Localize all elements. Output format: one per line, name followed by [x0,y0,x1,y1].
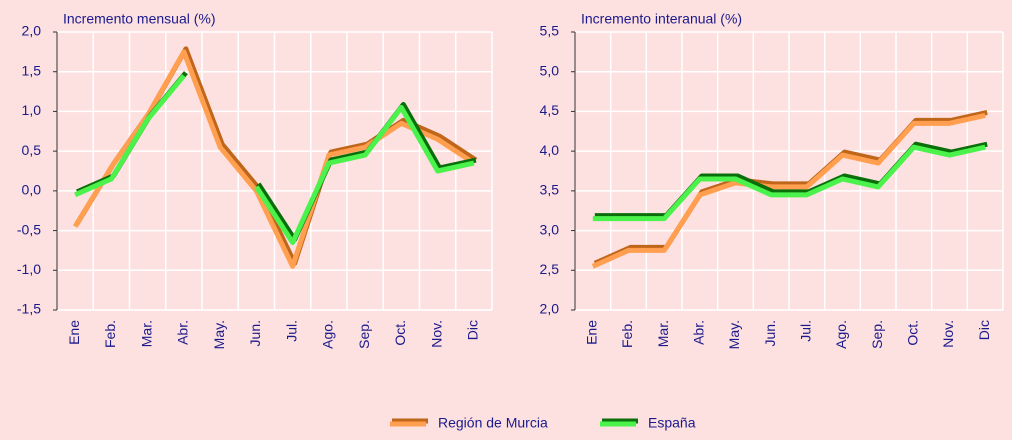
x-tick-label: Jun. [762,320,778,346]
y-tick-label: 1,0 [22,102,42,118]
y-tick-label: 0,0 [22,182,42,198]
x-tick-label: Feb. [102,320,118,348]
y-tick-label: 5,5 [540,23,560,39]
y-tick-label: 2,5 [540,261,560,277]
y-tick-label: -1,0 [17,261,41,277]
legend-label: España [648,415,696,431]
y-tick-label: 3,5 [540,182,560,198]
y-tick-label: -0,5 [17,221,41,237]
series-line [592,144,986,222]
x-tick-label: Oct. [392,320,408,346]
x-tick-label: Dic [465,320,481,340]
x-tick-label: Ene [584,320,600,345]
x-tick-label: Jun. [247,320,263,346]
x-tick-label: Ago. [833,320,849,349]
y-tick-label: 2,0 [22,23,42,39]
chart-title: Incremento interanual (%) [581,11,742,27]
y-tick-label: 4,0 [540,142,560,158]
x-tick-label: Jul. [798,320,814,342]
x-tick-label: Abr. [691,320,707,345]
legend-label: Región de Murcia [438,415,548,431]
x-tick-label: Jul. [283,320,299,342]
x-tick-label: May. [211,320,227,349]
x-tick-label: Mar. [138,320,154,347]
series-line [72,49,476,269]
x-tick-label: Sep. [869,320,885,349]
x-tick-label: Feb. [619,320,635,348]
x-tick-label: Dic [976,320,992,340]
series-line [74,74,475,245]
series-line-shadow [594,141,988,219]
y-tick-label: 2,0 [540,301,560,317]
y-tick-label: 5,0 [540,62,560,78]
series-line [591,112,986,269]
series-line-shadow [593,109,988,266]
y-tick-label: 3,0 [540,221,560,237]
x-tick-label: Oct. [905,320,921,346]
x-tick-label: Nov. [428,320,444,348]
y-tick-label: -1,5 [17,301,41,317]
x-tick-label: Sep. [356,320,372,349]
y-tick-label: 1,5 [22,62,42,78]
y-tick-label: 4,5 [540,102,560,118]
x-tick-label: May. [726,320,742,349]
x-tick-label: Ago. [320,320,336,349]
x-tick-label: Nov. [940,320,956,348]
x-tick-label: Ene [66,320,82,345]
chart-title: Incremento mensual (%) [63,11,216,27]
x-tick-label: Abr. [175,320,191,345]
x-tick-label: Mar. [655,320,671,347]
y-tick-label: 0,5 [22,142,42,158]
